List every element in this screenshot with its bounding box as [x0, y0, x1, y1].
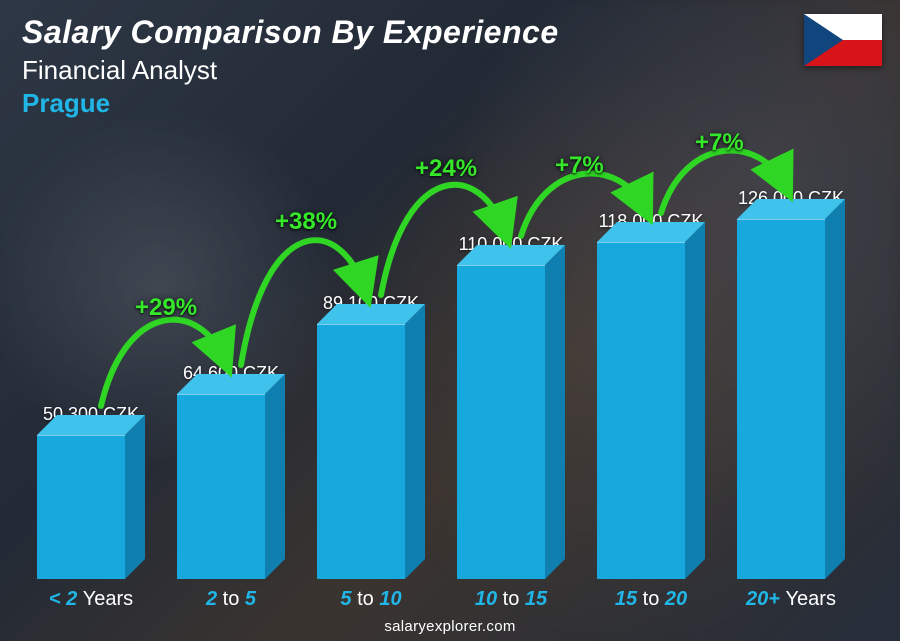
bar-front-face — [317, 324, 405, 579]
pct-increase-label: +29% — [135, 294, 197, 322]
bar-front-face — [37, 435, 125, 579]
page-title: Salary Comparison By Experience — [22, 14, 780, 51]
flag-icon — [804, 14, 882, 66]
bar-side-face — [545, 245, 565, 579]
bar-front-face — [457, 265, 545, 579]
x-axis-label: 15 to 20 — [590, 588, 712, 611]
bar — [317, 324, 425, 579]
bar — [177, 394, 285, 579]
pct-increase-label: +7% — [695, 129, 744, 157]
header-block: Salary Comparison By Experience Financia… — [22, 14, 780, 119]
footer-attribution: salaryexplorer.com — [0, 618, 900, 635]
chart-column: 89,100 CZK — [310, 293, 432, 579]
pct-increase-label: +24% — [415, 155, 477, 183]
x-axis-label: 10 to 15 — [450, 588, 572, 611]
bar-front-face — [737, 219, 825, 579]
bar-side-face — [405, 304, 425, 579]
bar-side-face — [265, 374, 285, 579]
page-location: Prague — [22, 88, 780, 119]
bar-side-face — [825, 199, 845, 579]
pct-increase-label: +7% — [555, 152, 604, 180]
chart-column: 110,000 CZK — [450, 234, 572, 579]
x-axis: < 2 Years 2 to 5 5 to 10 10 to 15 15 to 20 20… — [30, 588, 852, 611]
bar — [597, 242, 705, 579]
x-axis-label: 20+ Years — [730, 588, 852, 611]
infographic-stage: Salary Comparison By Experience Financia… — [0, 0, 900, 641]
bar-side-face — [685, 222, 705, 579]
page-subtitle: Financial Analyst — [22, 55, 780, 86]
chart-column: 126,000 CZK — [730, 188, 852, 579]
x-axis-label: < 2 Years — [30, 588, 152, 611]
bar — [737, 219, 845, 579]
chart-column: 50,300 CZK — [30, 404, 152, 579]
bar — [37, 435, 145, 579]
bar — [457, 265, 565, 579]
x-axis-label: 2 to 5 — [170, 588, 292, 611]
bar-front-face — [597, 242, 685, 579]
chart-column: 118,000 CZK — [590, 211, 712, 579]
chart-column: 64,600 CZK — [170, 363, 292, 579]
bar-side-face — [125, 415, 145, 579]
pct-increase-label: +38% — [275, 208, 337, 236]
bar-chart: 50,300 CZK64,600 CZK89,100 CZK110,000 CZ… — [30, 119, 852, 579]
x-axis-label: 5 to 10 — [310, 588, 432, 611]
bar-front-face — [177, 394, 265, 579]
